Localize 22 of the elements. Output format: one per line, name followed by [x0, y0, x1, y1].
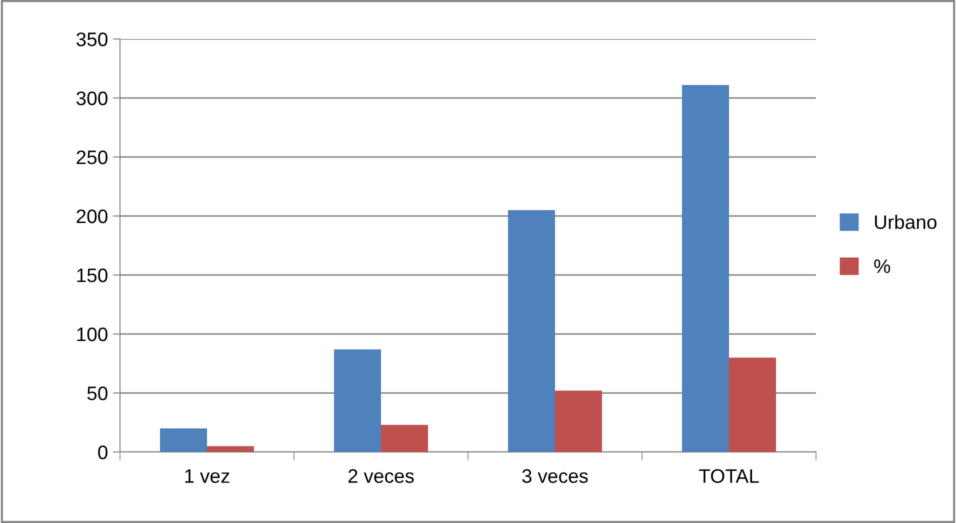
y-tick-label: 50: [87, 386, 108, 400]
x-tick-label: TOTAL: [698, 469, 759, 483]
x-tick-label: 2 veces: [348, 469, 414, 483]
bar: [729, 358, 776, 452]
bar: [160, 428, 207, 452]
legend-label: Urbano: [875, 214, 936, 230]
bar: [508, 210, 555, 452]
y-tick-label: 150: [77, 268, 108, 282]
x-tick-label: 1 vez: [185, 469, 230, 483]
y-tick-label: 200: [76, 209, 108, 224]
bar: [207, 446, 254, 452]
bar: [334, 349, 381, 452]
y-tick-label: 0: [98, 445, 108, 460]
legend-label: %: [874, 259, 890, 274]
y-tick-label: 250: [76, 150, 108, 164]
y-tick-label: 100: [77, 327, 108, 342]
bar: [555, 390, 602, 452]
y-tick-label: 300: [76, 91, 108, 106]
bar: [682, 85, 729, 452]
x-tick-label: 3 veces: [522, 469, 588, 483]
bar: [381, 424, 428, 452]
y-tick-label: 350: [76, 32, 108, 46]
